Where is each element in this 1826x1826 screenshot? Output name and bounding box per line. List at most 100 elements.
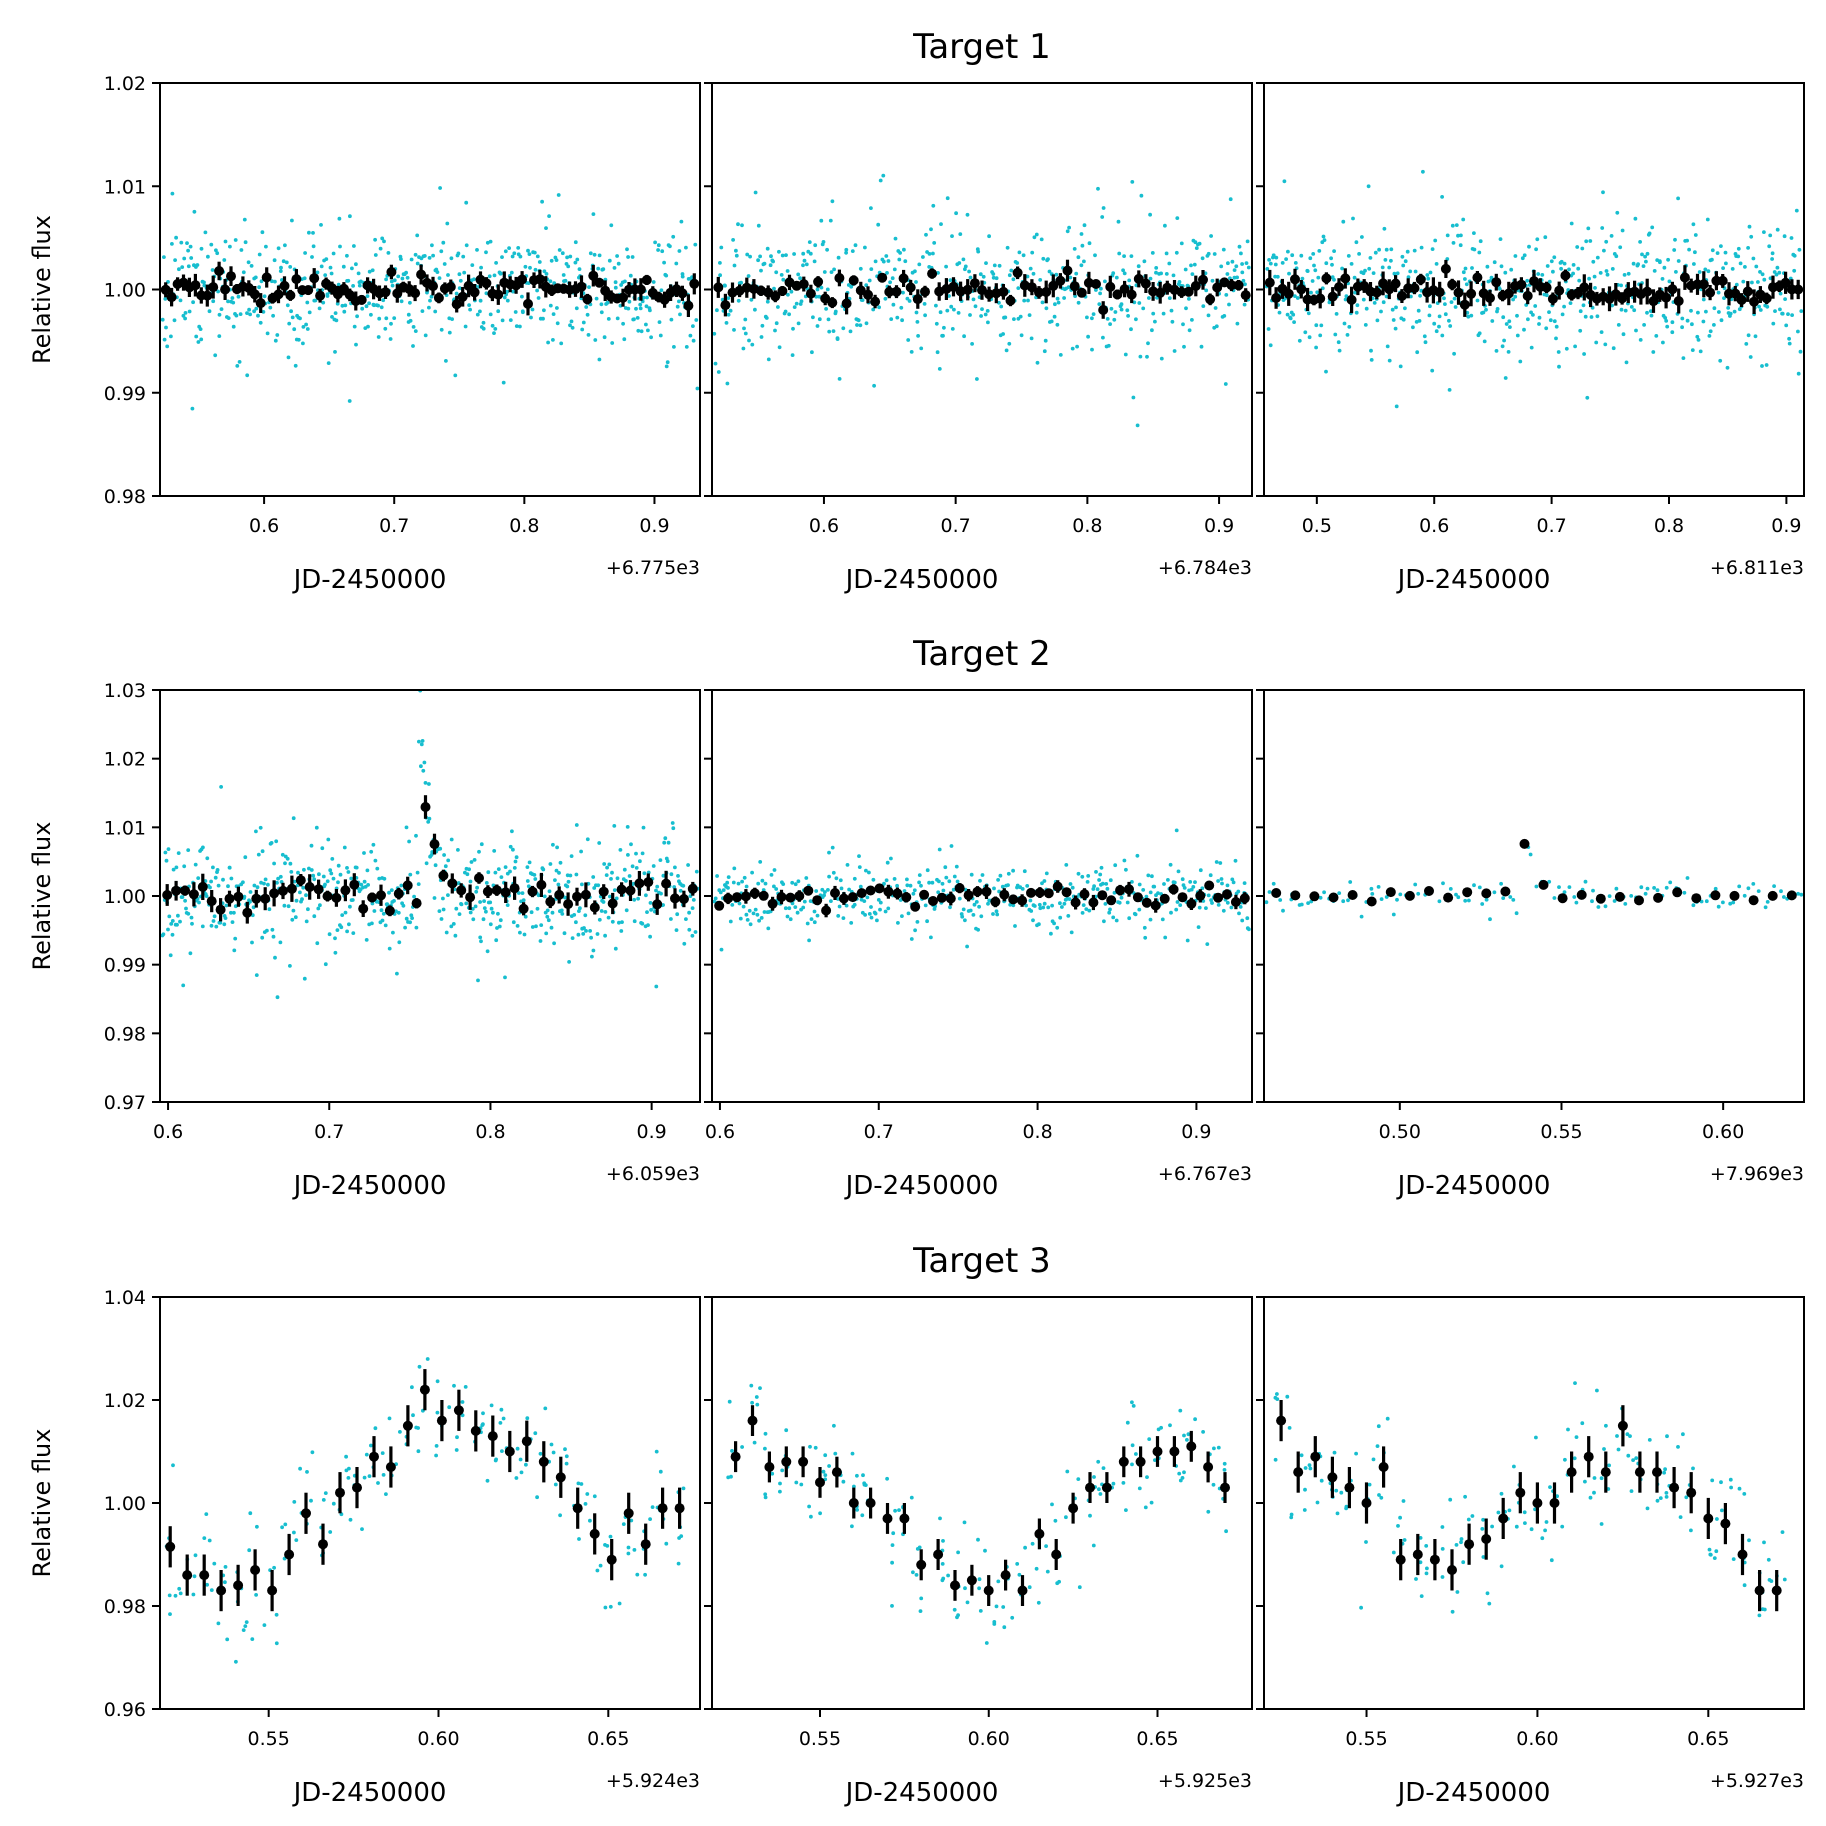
raw-point <box>559 341 564 346</box>
raw-point <box>407 839 411 844</box>
raw-point <box>319 223 323 227</box>
binned-point <box>1169 1446 1180 1457</box>
binned-point <box>572 1503 583 1514</box>
raw-point <box>1591 259 1596 264</box>
raw-point <box>419 742 424 747</box>
raw-point <box>510 254 515 259</box>
raw-point <box>871 877 876 882</box>
raw-point <box>763 1495 768 1500</box>
raw-point <box>463 324 468 329</box>
raw-point <box>338 872 343 877</box>
x-axis-label: JD-2450000 <box>292 1171 447 1201</box>
raw-point <box>907 299 912 303</box>
raw-point <box>823 1453 828 1458</box>
raw-point <box>965 1600 970 1605</box>
raw-point <box>1351 216 1355 221</box>
raw-point <box>513 859 518 864</box>
binned-point <box>815 1477 825 1488</box>
raw-point <box>260 935 265 940</box>
raw-point <box>1359 914 1364 919</box>
raw-point <box>1643 891 1648 896</box>
raw-point <box>207 1538 212 1543</box>
binned-point <box>419 1384 430 1395</box>
raw-point <box>1535 237 1540 242</box>
raw-point <box>1076 1477 1081 1481</box>
raw-point <box>599 909 604 913</box>
raw-point <box>503 249 508 254</box>
raw-point <box>1772 884 1776 888</box>
raw-point <box>1599 1476 1604 1481</box>
raw-point <box>1590 899 1594 904</box>
raw-point <box>408 318 413 323</box>
raw-point <box>351 931 356 935</box>
raw-point <box>1779 889 1783 894</box>
binned-point <box>1742 286 1753 297</box>
binned-point <box>848 275 859 286</box>
binned-point <box>827 297 838 308</box>
raw-point <box>1777 270 1782 275</box>
raw-point <box>574 823 579 827</box>
raw-point <box>352 324 357 329</box>
raw-point <box>383 326 388 331</box>
raw-point <box>1369 358 1374 362</box>
raw-point <box>1562 304 1566 309</box>
raw-point <box>915 320 920 324</box>
raw-point <box>1494 349 1499 353</box>
raw-point <box>293 915 298 920</box>
raw-point <box>1713 886 1718 891</box>
raw-point <box>346 870 351 874</box>
raw-point <box>261 310 266 314</box>
raw-point <box>1082 223 1087 228</box>
raw-point <box>523 914 528 919</box>
binned-point <box>1532 1498 1543 1508</box>
raw-point <box>1240 918 1245 923</box>
raw-point <box>432 896 437 900</box>
raw-point <box>1619 307 1624 312</box>
raw-point <box>585 837 590 842</box>
raw-point <box>1432 321 1437 326</box>
raw-point <box>256 852 261 857</box>
raw-point <box>1055 322 1060 327</box>
raw-point <box>301 885 306 890</box>
raw-point <box>1387 265 1392 270</box>
raw-point <box>417 739 421 744</box>
raw-point <box>1046 257 1050 261</box>
raw-point <box>544 931 549 936</box>
raw-point <box>827 329 832 334</box>
raw-point <box>750 870 754 875</box>
raw-point <box>992 1622 997 1626</box>
raw-point <box>303 251 307 255</box>
raw-point <box>1395 897 1399 902</box>
raw-point <box>796 879 801 884</box>
raw-point <box>304 893 308 898</box>
binned-point <box>1667 284 1678 295</box>
raw-point <box>601 267 606 271</box>
raw-point <box>1182 344 1186 349</box>
raw-point <box>726 312 731 317</box>
raw-point <box>1191 885 1196 889</box>
x-tick-label: 0.7 <box>314 1121 344 1143</box>
binned-points <box>1271 838 1797 907</box>
raw-point <box>1580 246 1585 251</box>
raw-point <box>639 329 644 334</box>
raw-point <box>1159 356 1164 361</box>
raw-point <box>574 306 579 311</box>
raw-point <box>1044 1544 1048 1548</box>
raw-point <box>1305 269 1310 273</box>
raw-point <box>1470 1514 1475 1518</box>
raw-point <box>1762 277 1767 282</box>
raw-point <box>596 883 601 888</box>
raw-point <box>1345 333 1350 337</box>
raw-point <box>404 825 409 830</box>
raw-point <box>1463 898 1468 903</box>
raw-point <box>644 322 648 327</box>
raw-point <box>439 327 444 332</box>
binned-point <box>1076 287 1087 298</box>
raw-point <box>1230 877 1235 882</box>
raw-point <box>718 890 723 895</box>
raw-point <box>1109 306 1114 311</box>
raw-point <box>1680 325 1684 330</box>
binned-point <box>740 891 751 902</box>
raw-point <box>1354 1451 1358 1456</box>
raw-point <box>1349 262 1354 266</box>
